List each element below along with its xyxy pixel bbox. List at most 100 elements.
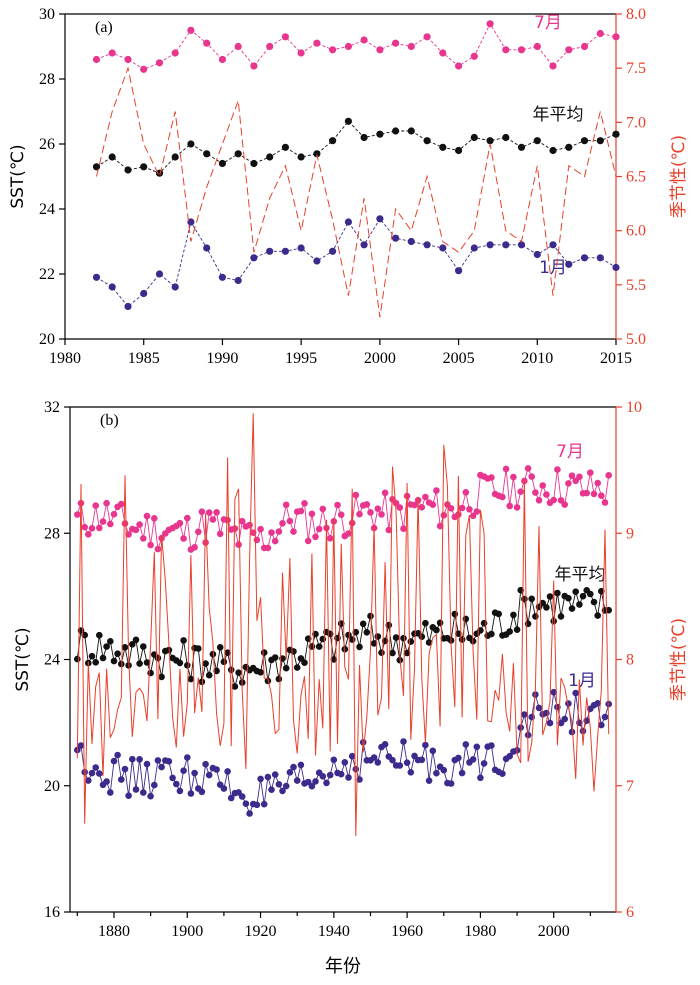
x-tick-label: 1990 — [206, 350, 238, 367]
data-point — [140, 289, 148, 298]
y2-tick-label: 6 — [626, 904, 634, 921]
data-point — [107, 789, 114, 796]
data-point — [532, 489, 539, 496]
y2-tick-label: 7.0 — [626, 114, 646, 131]
data-point — [290, 763, 297, 771]
data-point — [281, 33, 289, 41]
data-point — [580, 42, 589, 51]
data-point — [565, 46, 573, 54]
data-point — [242, 800, 250, 807]
data-point — [114, 650, 121, 657]
data-point — [376, 130, 384, 138]
data-point — [352, 491, 360, 499]
data-point — [286, 517, 294, 525]
seasonality-line — [76, 413, 610, 837]
data-point — [140, 163, 148, 171]
data-point — [385, 526, 393, 534]
data-point — [455, 146, 463, 155]
data-point — [499, 493, 506, 501]
data-point — [319, 635, 327, 643]
data-point — [407, 638, 415, 645]
data-point — [121, 520, 129, 527]
data-point — [268, 529, 275, 536]
data-point — [436, 522, 444, 530]
data-point — [114, 751, 121, 759]
data-point — [92, 163, 101, 171]
data-point — [565, 594, 572, 602]
data-point — [455, 511, 462, 518]
data-point — [596, 137, 604, 145]
data-point — [103, 778, 110, 785]
data-point — [260, 800, 268, 808]
data-point — [88, 525, 96, 532]
y-tick-label: 30 — [39, 6, 55, 23]
data-point — [337, 511, 345, 518]
data-point — [118, 500, 125, 508]
data-point — [203, 150, 211, 158]
data-point — [169, 774, 176, 782]
data-point — [466, 506, 473, 513]
data-point — [205, 771, 213, 779]
data-point — [124, 166, 132, 174]
data-point — [315, 643, 323, 650]
data-point — [77, 742, 85, 749]
data-point — [502, 46, 510, 54]
data-point — [549, 146, 557, 155]
data-point — [171, 283, 179, 291]
data-point — [171, 153, 179, 161]
data-point — [187, 140, 195, 148]
data-point — [436, 619, 444, 627]
data-point — [462, 741, 470, 748]
panel-label: (b) — [100, 412, 119, 429]
data-point — [374, 633, 382, 640]
data-point — [429, 747, 437, 755]
data-point — [184, 514, 191, 522]
data-point — [319, 505, 327, 513]
data-point — [312, 533, 319, 541]
data-point — [282, 664, 290, 672]
data-point — [275, 675, 283, 683]
data-point — [92, 764, 99, 771]
data-point — [425, 639, 433, 646]
data-point — [143, 659, 151, 666]
y2-tick-label: 5.0 — [626, 331, 646, 348]
series-line-1 — [96, 120, 617, 174]
data-point — [96, 631, 103, 639]
data-point — [549, 241, 557, 249]
data-point — [92, 273, 101, 281]
data-point — [565, 700, 572, 707]
data-point — [550, 496, 557, 504]
data-point — [216, 644, 224, 651]
data-point — [213, 766, 220, 773]
data-point — [521, 595, 528, 603]
data-point — [344, 218, 352, 226]
data-point — [488, 630, 495, 638]
data-point — [539, 482, 546, 489]
data-point — [140, 789, 147, 796]
data-point — [195, 528, 202, 536]
data-point — [118, 776, 125, 783]
data-point — [218, 159, 226, 168]
data-point — [205, 671, 213, 679]
data-point — [561, 715, 568, 723]
data-point — [400, 525, 407, 532]
data-point — [554, 589, 561, 597]
data-point — [266, 42, 274, 51]
data-point — [136, 660, 143, 667]
data-point — [74, 511, 81, 518]
data-point — [176, 519, 184, 527]
data-point — [184, 754, 191, 761]
x-tick-label: 2015 — [600, 350, 632, 367]
data-point — [224, 768, 231, 775]
data-point — [99, 654, 107, 662]
data-point — [407, 769, 415, 776]
series-line-2 — [76, 692, 610, 815]
y2-axis-title: 季节性(℃) — [669, 135, 689, 218]
data-point — [297, 507, 305, 515]
data-point — [279, 520, 286, 527]
data-point — [565, 260, 573, 268]
data-point — [533, 42, 541, 51]
data-point — [202, 660, 209, 667]
data-point — [195, 645, 202, 652]
data-point — [447, 505, 455, 512]
